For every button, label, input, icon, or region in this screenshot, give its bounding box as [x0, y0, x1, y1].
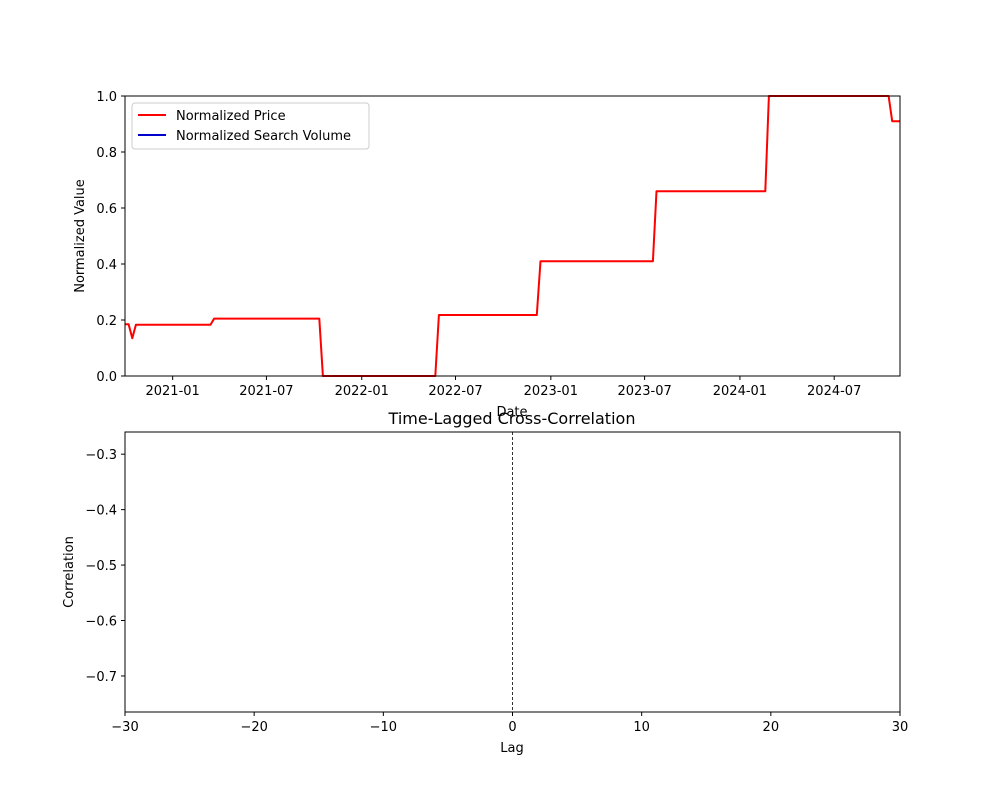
- price-y-axis-label: Normalized Value: [73, 179, 88, 293]
- lag-x-ticks: −30 −20 −10 0 10 20 30: [111, 712, 908, 735]
- y-tick-label: 0.6: [96, 202, 117, 217]
- y-tick-label: 0.4: [96, 258, 117, 273]
- lag-tick-label: −30: [111, 720, 138, 735]
- lag-tick-label: −20: [240, 720, 267, 735]
- lag-tick-label: 30: [892, 720, 909, 735]
- lag-tick-label: 0: [508, 720, 516, 735]
- x-tick-label: 2023-01: [524, 384, 578, 399]
- correlation-y-axis-label: Correlation: [62, 536, 77, 608]
- y-tick-label: 0.2: [96, 314, 117, 329]
- correlation-tick-label: −0.5: [85, 559, 117, 574]
- price-x-ticks: 2021-01 2021-07 2022-01 2022-07 2023-01 2023-…: [145, 376, 861, 399]
- correlation-tick-label: −0.3: [85, 448, 117, 463]
- lag-x-axis-label: Lag: [500, 741, 523, 756]
- correlation-tick-label: −0.7: [85, 670, 117, 685]
- price-y-ticks: 0.0 0.2 0.4 0.6 0.8 1.0: [96, 90, 125, 385]
- cross-correlation-chart: Time-Lagged Cross-Correlation −30 −20 −10 0…: [62, 409, 908, 756]
- x-tick-label: 2022-07: [428, 384, 482, 399]
- correlation-y-ticks: −0.3 −0.4 −0.5 −0.6 −0.7: [85, 448, 125, 685]
- x-tick-label: 2021-01: [145, 384, 199, 399]
- cross-correlation-title: Time-Lagged Cross-Correlation: [388, 409, 636, 428]
- correlation-tick-label: −0.4: [85, 504, 117, 519]
- price-x-axis-label: Date: [496, 405, 527, 420]
- lag-tick-label: 20: [763, 720, 780, 735]
- legend: Normalized Price Normalized Search Volum…: [131, 102, 370, 150]
- y-tick-label: 0.0: [96, 370, 117, 385]
- correlation-tick-label: −0.6: [85, 615, 117, 630]
- legend-label-search-volume: Normalized Search Volume: [176, 129, 351, 144]
- x-tick-label: 2022-01: [335, 384, 389, 399]
- price-chart: 2021-01 2021-07 2022-01 2022-07 2023-01 2023-…: [73, 90, 901, 420]
- price-chart-frame: [124, 95, 901, 377]
- lag-tick-label: 10: [633, 720, 650, 735]
- x-tick-label: 2021-07: [239, 384, 293, 399]
- x-tick-label: 2024-07: [807, 384, 861, 399]
- legend-box: [131, 102, 370, 150]
- x-tick-label: 2024-01: [713, 384, 767, 399]
- y-tick-label: 1.0: [96, 90, 117, 105]
- x-tick-label: 2023-07: [617, 384, 671, 399]
- legend-label-price: Normalized Price: [176, 109, 286, 124]
- y-tick-label: 0.8: [96, 146, 117, 161]
- lag-tick-label: −10: [370, 720, 397, 735]
